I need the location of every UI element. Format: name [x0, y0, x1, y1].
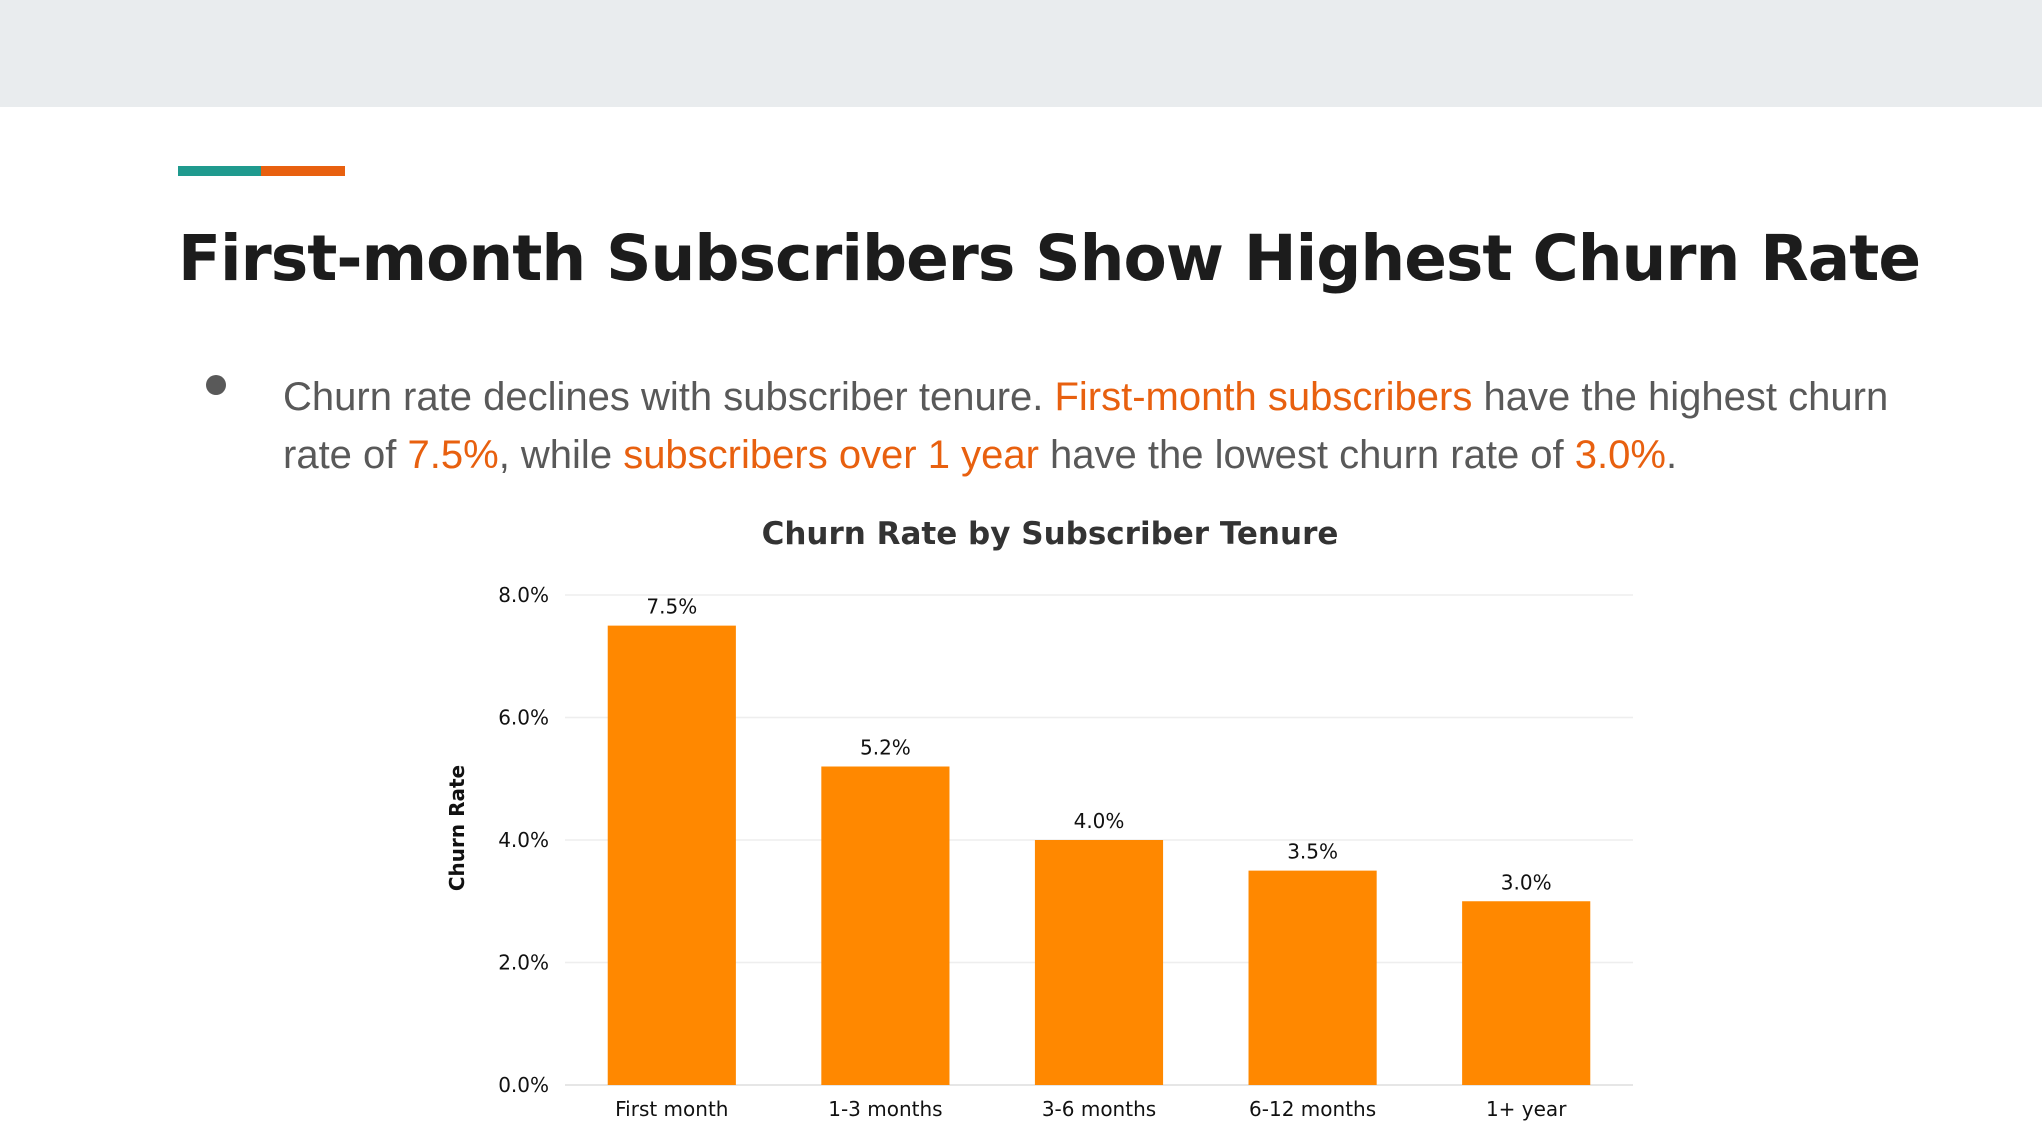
bar-3-6-months [1034, 840, 1164, 1085]
bullet-highlight: 7.5% [407, 433, 499, 477]
bar-1-year [1462, 901, 1591, 1085]
bar-layer [607, 625, 1591, 1085]
y-tick-label: 2.0% [498, 951, 549, 975]
y-tick-label: 4.0% [498, 828, 549, 852]
bar-value-label: 4.0% [1074, 809, 1125, 833]
bullet-text-part: . [1665, 433, 1678, 477]
x-tick-label: 6-12 months [1249, 1097, 1376, 1121]
bullet-text-part: have the highest churn rate of [283, 375, 1889, 477]
bullet-text: Churn rate declines with subscriber tenu… [283, 368, 1923, 484]
bar-value-label: 5.2% [860, 736, 911, 760]
bar-6-12-months [1248, 870, 1377, 1085]
x-tick-label: 1+ year [1486, 1097, 1567, 1121]
churn-chart: Churn Rate by Subscriber Tenure Churn Ra… [430, 500, 1680, 1140]
bullet-highlight: First-month subscribers [1054, 375, 1473, 419]
bar-value-label: 3.0% [1501, 870, 1552, 894]
bullet-text-part: have the lowest churn rate of [1038, 433, 1575, 477]
chart-title: Churn Rate by Subscriber Tenure [762, 516, 1339, 552]
bullet-text-part: , while [498, 433, 624, 477]
bullet-highlight: 3.0% [1574, 433, 1666, 477]
accent-bar-orange [261, 166, 345, 176]
y-tick-label: 8.0% [498, 583, 549, 607]
chart-svg: Churn Rate by Subscriber Tenure Churn Ra… [445, 516, 1633, 1121]
label-layer: 0.0% 2.0% 4.0% 6.0% 8.0% 7.5% First month 5.2% 1… [498, 583, 1567, 1121]
page-title: First-month Subscribers Show Highest Chu… [178, 222, 1921, 295]
y-tick-label: 0.0% [498, 1073, 549, 1097]
bar-value-label: 3.5% [1287, 840, 1338, 864]
header-band [0, 0, 2042, 107]
x-tick-label: 1-3 months [828, 1097, 942, 1121]
x-tick-label: 3-6 months [1042, 1097, 1156, 1121]
accent-bar-teal [178, 166, 261, 176]
y-tick-label: 6.0% [498, 706, 549, 730]
bar-value-label: 7.5% [646, 595, 697, 619]
bullet-text-part: Churn rate declines with subscriber tenu… [283, 375, 1055, 419]
y-axis-label: Churn Rate [445, 765, 469, 891]
bar-1-3-months [821, 766, 950, 1085]
x-tick-label: First month [615, 1097, 728, 1121]
bullet-marker [206, 375, 226, 395]
bullet-highlight: subscribers over 1 year [623, 433, 1039, 477]
bar-first-month [607, 625, 736, 1085]
